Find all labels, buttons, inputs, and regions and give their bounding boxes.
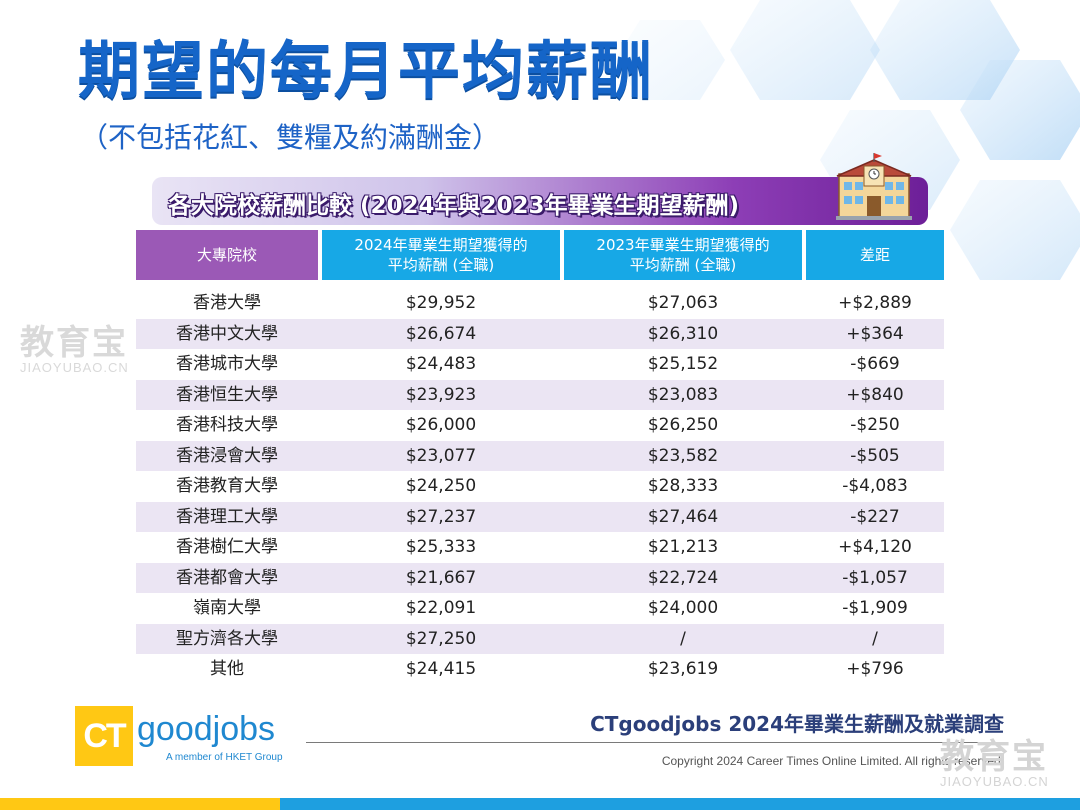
table-row: 香港浸會大學 $23,077 $23,582 -$505 — [136, 440, 944, 471]
cell-2023: $23,582 — [647, 445, 719, 466]
cell-diff: / — [872, 628, 878, 649]
table-row: 香港中文大學 $26,674 $26,310 +$364 — [136, 318, 944, 349]
cell-diff: -$1,909 — [842, 598, 908, 618]
cell-school: 香港中文大學 — [176, 323, 278, 344]
cell-2024: $27,250 — [405, 628, 477, 649]
cell-2023: $27,464 — [647, 506, 719, 527]
header-2023-line2: 平均薪酬 (全職) — [629, 256, 737, 274]
cell-school: 其他 — [210, 659, 244, 679]
cell-2024: $29,952 — [405, 293, 477, 313]
cell-school: 香港大學 — [193, 293, 261, 313]
ctgoodjobs-logo-word: goodjobs — [137, 710, 276, 748]
bottom-bar-blue — [280, 798, 1080, 810]
cell-2024: $24,250 — [405, 476, 477, 496]
cell-2024: $21,667 — [405, 567, 477, 588]
cell-2023: $27,063 — [647, 293, 719, 313]
cell-diff: +$4,120 — [838, 537, 912, 557]
section-heading: 各大院校薪酬比較 (2024年與2023年畢業生期望薪酬) — [168, 193, 740, 219]
table-row: 聖方濟各大學 $27,250 / / — [136, 623, 944, 654]
watermark-en: JIAOYUBAO.CN — [940, 774, 1049, 789]
cell-2024: $26,674 — [405, 323, 477, 344]
header-2023-line1: 2023年畢業生期望獲得的 — [596, 236, 770, 254]
table-row: 香港理工大學 $27,237 $27,464 -$227 — [136, 501, 944, 532]
cell-school: 香港恒生大學 — [176, 384, 278, 405]
cell-diff: +$840 — [846, 384, 904, 405]
cell-school: 香港教育大學 — [176, 476, 278, 496]
watermark-cn: 教育宝 — [940, 737, 1048, 777]
cell-2023: $26,310 — [647, 323, 719, 344]
watermark-right: 教育宝 JIAOYUBAO.CN — [940, 740, 1049, 789]
table-row: 其他 $24,415 $23,619 +$796 — [136, 654, 944, 685]
table-row: 香港樹仁大學 $25,333 $21,213 +$4,120 — [136, 532, 944, 563]
logo-tagline: A member of HKET Group — [166, 752, 283, 763]
cell-diff: -$669 — [850, 354, 900, 374]
cell-2023: $23,619 — [647, 659, 719, 679]
cell-2023: $28,333 — [647, 476, 719, 496]
cell-diff: -$505 — [850, 445, 900, 466]
header-school: 大專院校 — [136, 230, 318, 280]
cell-diff: -$4,083 — [842, 476, 908, 496]
cell-diff: +$796 — [846, 659, 904, 679]
table-row: 香港科技大學 $26,000 $26,250 -$250 — [136, 410, 944, 441]
ctgoodjobs-logo-mark: CT — [75, 706, 133, 766]
watermark-en: JIAOYUBAO.CN — [20, 360, 129, 375]
cell-school: 香港科技大學 — [176, 415, 278, 435]
survey-title: CTgoodjobs 2024年畢業生薪酬及就業調查 — [590, 712, 1004, 736]
cell-2024: $24,483 — [405, 354, 477, 374]
cell-school: 香港浸會大學 — [176, 445, 278, 466]
header-2024-line1: 2024年畢業生期望獲得的 — [354, 236, 528, 254]
cell-2023: $24,000 — [647, 598, 719, 618]
header-diff: 差距 — [806, 230, 944, 280]
cell-2024: $23,077 — [405, 445, 477, 466]
watermark-cn: 教育宝 — [20, 323, 128, 363]
page-subtitle: （不包括花紅、雙糧及約滿酬金） — [80, 121, 501, 154]
cell-2023: $23,083 — [647, 384, 719, 405]
header-2023: 2023年畢業生期望獲得的 平均薪酬 (全職) — [564, 230, 802, 280]
cell-diff: -$250 — [850, 415, 900, 435]
cell-2023: / — [680, 628, 686, 649]
cell-school: 香港都會大學 — [176, 567, 278, 588]
cell-diff: +$2,889 — [838, 293, 912, 313]
school-building-icon — [836, 153, 912, 220]
cell-2024: $24,415 — [405, 659, 477, 679]
watermark-left: 教育宝 JIAOYUBAO.CN — [20, 326, 129, 375]
cell-2023: $21,213 — [647, 537, 719, 557]
table-row: 香港大學 $29,952 $27,063 +$2,889 — [136, 288, 944, 319]
cell-diff: +$364 — [846, 323, 904, 344]
cell-school: 香港理工大學 — [176, 506, 278, 527]
header-2024-line2: 平均薪酬 (全職) — [387, 256, 495, 274]
cell-2023: $22,724 — [647, 567, 719, 588]
table-row: 嶺南大學 $22,091 $24,000 -$1,909 — [136, 593, 944, 624]
cell-2023: $26,250 — [647, 415, 719, 435]
cell-school: 聖方濟各大學 — [176, 628, 278, 649]
cell-school: 香港城市大學 — [176, 354, 278, 374]
page-title: 期望的每月平均薪酬 — [78, 34, 655, 107]
copyright-text: Copyright 2024 Career Times Online Limit… — [661, 754, 1004, 768]
section-banner: 各大院校薪酬比較 (2024年與2023年畢業生期望薪酬) — [152, 177, 928, 225]
cell-2024: $22,091 — [405, 598, 477, 618]
cell-diff: -$1,057 — [842, 567, 908, 588]
cell-school: 香港樹仁大學 — [176, 537, 278, 557]
cell-2023: $25,152 — [647, 354, 719, 374]
table-row: 香港恒生大學 $23,923 $23,083 +$840 — [136, 379, 944, 410]
cell-2024: $26,000 — [405, 415, 477, 435]
table-row: 香港都會大學 $21,667 $22,724 -$1,057 — [136, 562, 944, 593]
cell-school: 嶺南大學 — [193, 598, 261, 618]
cell-diff: -$227 — [850, 506, 900, 527]
cell-2024: $25,333 — [405, 537, 477, 557]
footer-divider — [306, 742, 1006, 743]
header-school-label: 大專院校 — [196, 246, 257, 264]
table-row: 香港城市大學 $24,483 $25,152 -$669 — [136, 349, 944, 380]
bottom-bar-yellow — [0, 798, 280, 810]
table-row: 香港教育大學 $24,250 $28,333 -$4,083 — [136, 471, 944, 502]
cell-2024: $27,237 — [405, 506, 477, 527]
salary-table: 香港大學 $29,952 $27,063 +$2,889 香港中文大學 $26,… — [136, 288, 944, 685]
header-diff-label: 差距 — [859, 246, 890, 264]
header-2024: 2024年畢業生期望獲得的 平均薪酬 (全職) — [322, 230, 560, 280]
cell-2024: $23,923 — [405, 384, 477, 405]
